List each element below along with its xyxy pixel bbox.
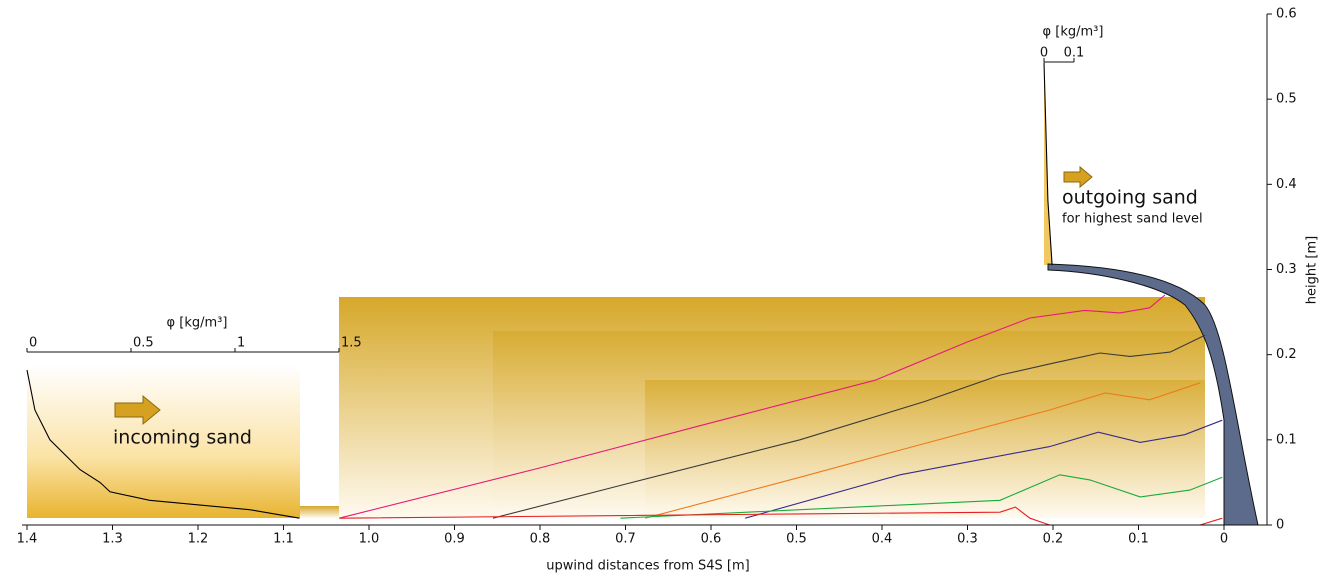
x-tick-label: 0.9 bbox=[444, 532, 465, 547]
inset-tick-label: 0.5 bbox=[133, 336, 154, 351]
y-tick-label: 0.5 bbox=[1276, 92, 1297, 107]
y-tick-label: 0.3 bbox=[1276, 262, 1297, 277]
data-line bbox=[620, 474, 1223, 519]
inset-tick-label: 1.5 bbox=[341, 336, 362, 351]
x-tick-label: 0.3 bbox=[957, 532, 978, 547]
x-tick-label: 1.3 bbox=[102, 532, 123, 547]
inset-axis-label: φ [kg/m³] bbox=[167, 316, 228, 331]
data-line bbox=[1043, 62, 1053, 266]
y-tick-label: 0 bbox=[1276, 518, 1284, 533]
x-tick-label: 0.4 bbox=[872, 532, 893, 547]
sand-box bbox=[645, 380, 1205, 518]
data-line bbox=[492, 334, 1206, 519]
y-tick-label: 0.1 bbox=[1276, 432, 1297, 447]
x-tick-label: 1.4 bbox=[17, 532, 38, 547]
inset-tick-label: 1 bbox=[237, 336, 245, 351]
x-tick-label: 1.0 bbox=[359, 532, 380, 547]
arrow bbox=[114, 394, 161, 426]
outgoing-profile-fill bbox=[1044, 62, 1052, 265]
annotation: incoming sand bbox=[113, 427, 252, 449]
y-tick-label: 0.4 bbox=[1276, 177, 1297, 192]
x-tick-label: 1.1 bbox=[273, 532, 294, 547]
annotation: for highest sand level bbox=[1062, 212, 1203, 227]
x-tick-label: 0 bbox=[1220, 532, 1228, 547]
arrow bbox=[1063, 165, 1093, 189]
x-tick-label: 0.7 bbox=[615, 532, 636, 547]
inset-tick-label: 0.1 bbox=[1064, 46, 1085, 61]
x-tick-label: 0.5 bbox=[786, 532, 807, 547]
sand-box bbox=[300, 506, 339, 518]
x-tick-label: 0.1 bbox=[1128, 532, 1149, 547]
inset-axis-label: φ [kg/m³] bbox=[1043, 25, 1104, 40]
x-tick-label: 1.2 bbox=[188, 532, 209, 547]
y-tick-label: 0.2 bbox=[1276, 347, 1297, 362]
inset-tick-label: 0 bbox=[1040, 46, 1048, 61]
x-tick-label: 0.6 bbox=[701, 532, 722, 547]
y-tick-label: 0.6 bbox=[1276, 7, 1297, 22]
data-line bbox=[338, 294, 1166, 519]
x-axis-label: upwind distances from S4S [m] bbox=[546, 559, 749, 574]
incoming-profile-fill bbox=[27, 365, 300, 518]
annotation: outgoing sand bbox=[1062, 187, 1198, 209]
inset-tick-label: 0 bbox=[29, 336, 37, 351]
y-axis-label: height [m] bbox=[1305, 236, 1320, 304]
data-line bbox=[745, 419, 1223, 519]
x-tick-label: 0.2 bbox=[1043, 532, 1064, 547]
data-line bbox=[26, 369, 300, 519]
data-line bbox=[645, 382, 1201, 519]
x-tick-label: 0.8 bbox=[530, 532, 551, 547]
